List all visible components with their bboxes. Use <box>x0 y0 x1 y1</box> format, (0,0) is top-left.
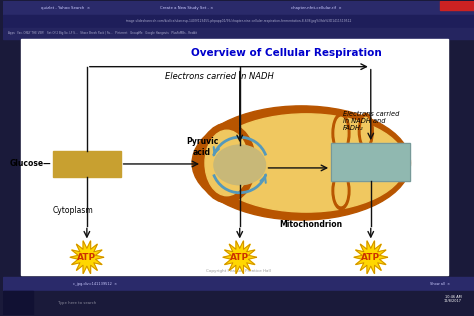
Ellipse shape <box>335 176 347 206</box>
Bar <box>3 277 474 291</box>
Text: Pyruvic
acid: Pyruvic acid <box>186 137 218 157</box>
Ellipse shape <box>358 113 373 149</box>
Ellipse shape <box>361 117 370 145</box>
Text: Mitochondrion: Mitochondrion <box>280 220 343 229</box>
Text: Show all  ×: Show all × <box>430 282 450 286</box>
Ellipse shape <box>214 145 265 185</box>
Text: Type here to search: Type here to search <box>58 301 96 305</box>
Text: Glucose—: Glucose— <box>9 160 51 168</box>
Ellipse shape <box>207 114 405 212</box>
Text: image.slidesharecdn.com/biol/celularresp-1409/123455-phpapp01/95/chapter-nine-ce: image.slidesharecdn.com/biol/celularresp… <box>126 19 352 23</box>
Text: Electrons carried
in NADH and
FADH₂: Electrons carried in NADH and FADH₂ <box>343 111 399 131</box>
Polygon shape <box>223 241 256 274</box>
Text: Copyright Pearson Prentice Hall: Copyright Pearson Prentice Hall <box>206 269 271 273</box>
Bar <box>3 28 474 39</box>
Bar <box>331 143 410 181</box>
Ellipse shape <box>332 172 350 210</box>
Ellipse shape <box>192 106 410 220</box>
Text: 10:46 AM
12/8/2017: 10:46 AM 12/8/2017 <box>444 295 462 303</box>
Text: Cytoplasm: Cytoplasm <box>53 206 93 215</box>
Text: Electrons carried in NADH: Electrons carried in NADH <box>164 72 273 81</box>
Text: c_jpg.div=141139512  ×: c_jpg.div=141139512 × <box>73 282 117 286</box>
Text: ATP: ATP <box>361 253 380 262</box>
Text: ATP: ATP <box>230 253 249 262</box>
Text: chapter-nfnt-cellular-rif  ×: chapter-nfnt-cellular-rif × <box>292 6 342 10</box>
Ellipse shape <box>335 117 347 149</box>
Text: Overview of Cellular Respiration: Overview of Cellular Respiration <box>191 48 382 58</box>
Bar <box>3 1 474 15</box>
Bar <box>53 151 120 177</box>
Bar <box>440 1 474 10</box>
Bar <box>3 15 474 28</box>
Bar <box>3 291 33 315</box>
Text: ATP: ATP <box>77 253 96 262</box>
Ellipse shape <box>205 130 249 196</box>
Bar <box>21 39 448 275</box>
Ellipse shape <box>332 113 350 153</box>
Text: quizlet - Yahoo Search  ×: quizlet - Yahoo Search × <box>41 6 91 10</box>
Ellipse shape <box>198 123 255 203</box>
Bar <box>3 291 474 315</box>
Bar <box>331 143 410 181</box>
Polygon shape <box>354 241 388 274</box>
Text: Create a New Study Set - ×: Create a New Study Set - × <box>160 6 214 10</box>
Text: Apps   Fav. ONLY THE VER!   Set Of 2 Big So. LF S...   Shore Break Pack | Fa... : Apps Fav. ONLY THE VER! Set Of 2 Big So.… <box>9 31 198 35</box>
Polygon shape <box>70 241 104 274</box>
